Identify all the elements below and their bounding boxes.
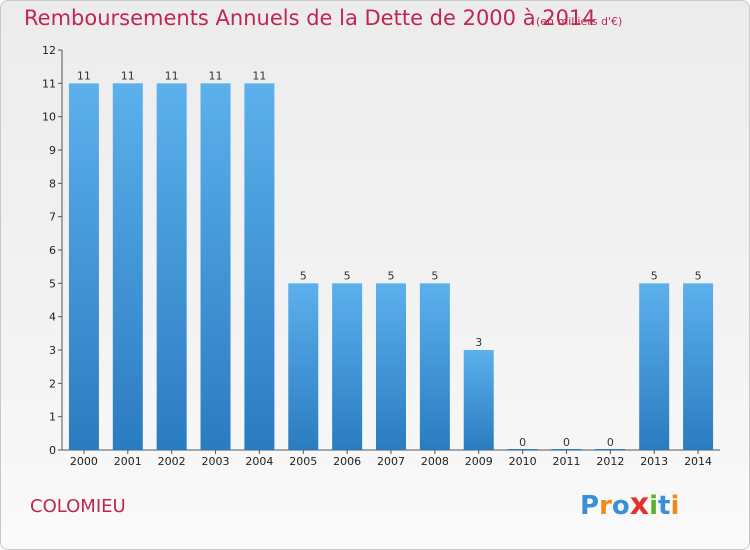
x-tick-label: 2012 [596, 455, 624, 468]
data-label: 5 [431, 269, 438, 282]
proxiti-logo: Proxiti [580, 487, 679, 522]
y-tick-label: 8 [49, 177, 56, 190]
y-tick-label: 3 [49, 344, 56, 357]
bar [639, 283, 670, 450]
bar [463, 350, 494, 450]
data-label: 0 [607, 436, 614, 449]
logo-letter: o [611, 491, 630, 521]
bar [288, 283, 319, 450]
commune-name: COLOMIEU [30, 496, 126, 517]
x-tick-label: 2002 [158, 455, 186, 468]
y-tick-label: 2 [49, 377, 56, 390]
bar [200, 83, 231, 450]
data-label: 11 [165, 69, 179, 82]
logo-letter: t [658, 491, 671, 521]
bar [244, 83, 275, 450]
y-tick-label: 6 [49, 244, 56, 257]
y-tick-label: 5 [49, 277, 56, 290]
bar [156, 83, 187, 450]
x-tick-label: 2013 [640, 455, 668, 468]
x-tick-label: 2007 [377, 455, 405, 468]
data-label: 0 [519, 436, 526, 449]
chart-subtitle: (en milliers d'€) [536, 15, 623, 28]
data-label: 3 [475, 336, 482, 349]
data-label: 11 [252, 69, 266, 82]
x-tick-label: 2009 [465, 455, 493, 468]
data-label: 5 [388, 269, 395, 282]
logo-letter: i [649, 491, 659, 521]
x-tick-label: 2008 [421, 455, 449, 468]
x-tick-label: 2003 [202, 455, 230, 468]
bar [376, 283, 406, 450]
y-tick-label: 11 [42, 77, 56, 90]
data-label: 0 [563, 436, 570, 449]
x-tick-label: 2001 [114, 455, 142, 468]
chart-title: Remboursements Annuels de la Dette de 20… [24, 6, 596, 30]
y-tick-label: 0 [49, 444, 56, 457]
data-label: 5 [300, 269, 307, 282]
y-tick-label: 12 [42, 44, 56, 57]
data-label: 11 [77, 69, 91, 82]
x-tick-label: 2010 [509, 455, 537, 468]
logo-letter: P [580, 491, 600, 521]
x-tick-label: 2004 [245, 455, 273, 468]
x-tick-label: 2011 [552, 455, 580, 468]
y-tick-label: 10 [42, 111, 56, 124]
bar [419, 283, 450, 450]
data-label: 5 [695, 269, 702, 282]
data-label: 11 [209, 69, 223, 82]
x-tick-label: 2005 [289, 455, 317, 468]
x-tick-label: 2014 [684, 455, 712, 468]
y-tick-label: 9 [49, 144, 56, 157]
bar [68, 83, 99, 450]
data-label: 5 [344, 269, 351, 282]
bar [112, 83, 143, 450]
y-tick-label: 7 [49, 211, 56, 224]
bar [332, 283, 363, 450]
x-tick-label: 2000 [70, 455, 98, 468]
x-tick-label: 2006 [333, 455, 361, 468]
logo-letter: x [629, 487, 650, 522]
y-tick-label: 4 [49, 311, 56, 324]
y-tick-label: 1 [49, 411, 56, 424]
data-label: 5 [651, 269, 658, 282]
logo-letter: r [599, 491, 612, 521]
bar [683, 283, 714, 450]
data-label: 11 [121, 69, 135, 82]
logo-letter: i [670, 491, 680, 521]
